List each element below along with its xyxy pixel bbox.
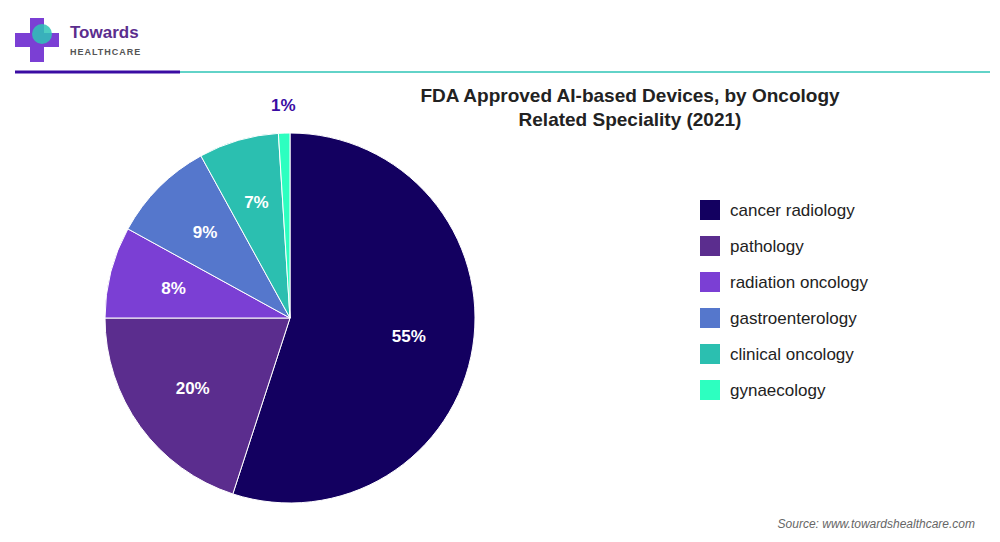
divider — [15, 71, 180, 74]
legend-swatch — [700, 380, 720, 400]
source: Source: www.towardshealthcare.com — [778, 517, 975, 531]
legend-label: cancer radiology — [730, 201, 855, 220]
title: FDA Approved AI-based Devices, by Oncolo… — [420, 85, 840, 130]
legend-label: radiation oncology — [730, 273, 868, 292]
legend-item: radiation oncology — [700, 272, 868, 292]
data-label: 55% — [392, 327, 426, 346]
header: Towards HEALTHCARE — [15, 18, 990, 72]
legend-label: gastroenterology — [730, 309, 857, 328]
legend-swatch — [700, 236, 720, 256]
logo-subtext: HEALTHCARE — [70, 47, 141, 57]
data-label: 8% — [161, 279, 186, 298]
slice — [105, 318, 290, 494]
divider — [180, 71, 990, 73]
pie — [105, 133, 475, 503]
data-label: 9% — [193, 223, 218, 242]
legend-swatch — [700, 344, 720, 364]
legend-swatch — [700, 272, 720, 292]
data-labels: 55% 20% 8% 9% 7% 1% — [161, 96, 426, 398]
logo-leaf — [32, 24, 52, 44]
legend-swatch — [700, 308, 720, 328]
legend-label: clinical oncology — [730, 345, 854, 364]
logo-text: Towards — [70, 23, 139, 42]
legend-item: gastroenterology — [700, 308, 857, 328]
legend-item: gynaecology — [700, 380, 826, 400]
data-label: 20% — [176, 379, 210, 398]
legend-swatch — [700, 200, 720, 220]
data-label: 7% — [244, 193, 269, 212]
chart: Towards HEALTHCARE FDA Approved AI-based D… — [0, 0, 1000, 542]
slice — [278, 133, 290, 318]
legend: cancer radiology pathology radiation oncol… — [700, 200, 868, 400]
legend-item: clinical oncology — [700, 344, 854, 364]
legend-item: cancer radiology — [700, 200, 855, 220]
legend-label: pathology — [730, 237, 804, 256]
legend-label: gynaecology — [730, 381, 826, 400]
data-label: 1% — [271, 96, 296, 115]
legend-item: pathology — [700, 236, 804, 256]
